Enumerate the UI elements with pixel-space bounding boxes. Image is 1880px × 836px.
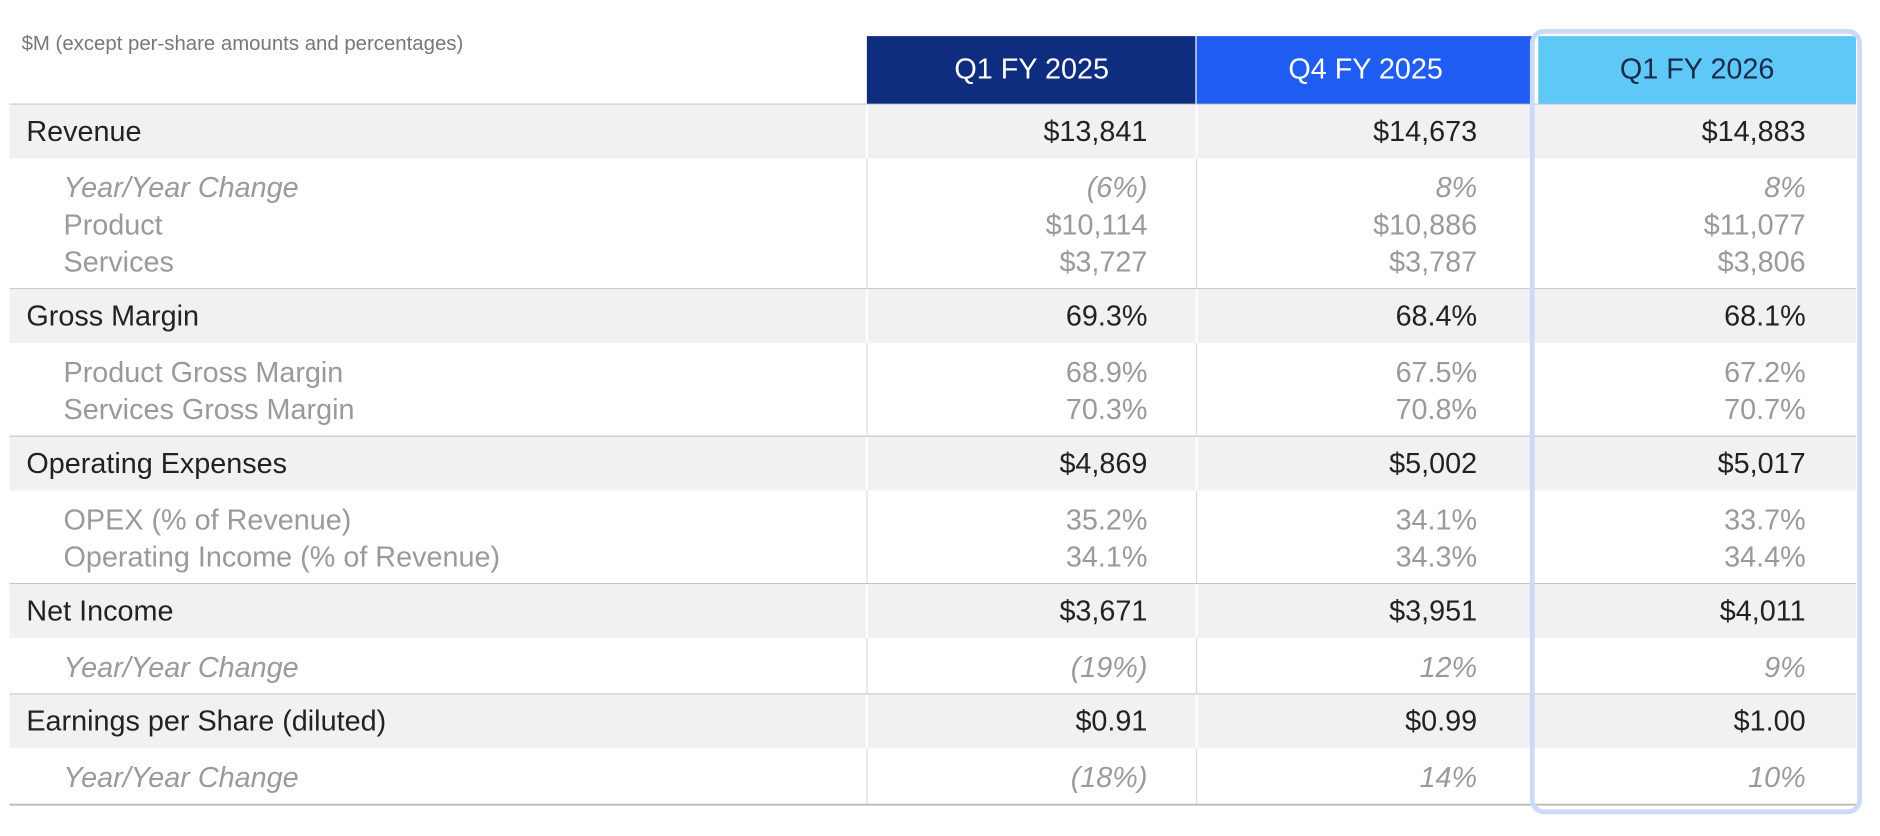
sub-cell-value: 67.2% xyxy=(1724,357,1806,389)
sub-cell-value: (18%) xyxy=(1071,762,1148,794)
sub-cell-value: (6%) xyxy=(1087,172,1148,204)
sub-row-label: Operating Income (% of Revenue) xyxy=(64,541,500,573)
sub-cell-value: 34.1% xyxy=(1066,541,1148,573)
cell-value: $3,951 xyxy=(1389,595,1477,627)
sub-row-label: Year/Year Change xyxy=(64,652,299,684)
sub-row-label: Year/Year Change xyxy=(64,762,299,794)
cell-value: $5,002 xyxy=(1389,448,1477,480)
main-row-bg xyxy=(9,584,1857,639)
sub-cell-value: $3,787 xyxy=(1389,247,1477,279)
sub-cell-value: $10,886 xyxy=(1373,209,1477,241)
sub-cell-value: $3,806 xyxy=(1718,247,1806,279)
sub-row-label: Year/Year Change xyxy=(64,172,299,204)
sub-cell-value: 8% xyxy=(1436,172,1478,204)
sub-cell-value: 68.9% xyxy=(1066,357,1148,389)
sub-cell-value: 70.7% xyxy=(1724,394,1806,426)
sub-cell-value: 9% xyxy=(1764,652,1806,684)
sub-cell-value: 70.3% xyxy=(1066,394,1148,426)
main-row-bg xyxy=(9,694,1857,749)
sub-cell-value: 34.4% xyxy=(1724,541,1806,573)
sub-cell-value: $11,077 xyxy=(1704,209,1806,241)
cell-value: 68.4% xyxy=(1396,300,1478,332)
sub-row-label: OPEX (% of Revenue) xyxy=(64,504,352,536)
column-header: Q4 FY 2025 xyxy=(1288,53,1443,85)
row-label: Earnings per Share (diluted) xyxy=(26,706,386,738)
column-header-bg xyxy=(1538,36,1857,105)
cell-value: $4,869 xyxy=(1059,448,1147,480)
sub-cell-value: 8% xyxy=(1764,172,1806,204)
row-label: Operating Expenses xyxy=(26,448,287,480)
sub-cell-value: 35.2% xyxy=(1066,504,1148,536)
row-label: Net Income xyxy=(26,595,173,627)
cell-value: $0.99 xyxy=(1405,706,1477,738)
row-label: Gross Margin xyxy=(26,300,199,332)
sub-row-label: Services Gross Margin xyxy=(64,394,355,426)
column-header-bg xyxy=(866,36,1196,105)
sub-row-label: Product Gross Margin xyxy=(64,357,344,389)
sub-row-label: Product xyxy=(64,209,163,241)
main-row-bg xyxy=(9,289,1857,344)
sub-cell-value: 10% xyxy=(1748,762,1806,794)
sub-cell-value: 67.5% xyxy=(1396,357,1478,389)
column-header-bg xyxy=(1196,36,1534,105)
cell-value: $0.91 xyxy=(1075,706,1147,738)
sub-cell-value: 14% xyxy=(1420,762,1478,794)
sub-cell-value: 33.7% xyxy=(1724,504,1806,536)
column-header: Q1 FY 2026 xyxy=(1620,53,1775,85)
row-label: Revenue xyxy=(26,116,141,148)
sub-cell-value: 70.8% xyxy=(1396,394,1478,426)
sub-cell-value: 34.1% xyxy=(1396,504,1478,536)
sub-cell-value: 12% xyxy=(1420,652,1478,684)
sub-row-label: Services xyxy=(64,247,174,279)
cell-value: 68.1% xyxy=(1724,300,1806,332)
cell-value: $5,017 xyxy=(1718,448,1806,480)
sub-cell-value: (19%) xyxy=(1071,652,1148,684)
highlight-frame xyxy=(1529,28,1863,815)
sub-cell-value: $3,727 xyxy=(1059,247,1147,279)
main-row-bg xyxy=(9,436,1857,491)
cell-value: $14,673 xyxy=(1373,116,1477,148)
cell-value: $3,671 xyxy=(1059,595,1147,627)
cell-value: $4,011 xyxy=(1720,595,1806,627)
main-row-bg xyxy=(9,104,1857,159)
column-header: Q1 FY 2025 xyxy=(954,53,1109,85)
sub-cell-value: 34.3% xyxy=(1396,541,1478,573)
cell-value: $14,883 xyxy=(1702,116,1806,148)
cell-value: $1.00 xyxy=(1734,706,1806,738)
cell-value: $13,841 xyxy=(1043,116,1147,148)
cell-value: 69.3% xyxy=(1066,300,1148,332)
note: $M (except per-share amounts and percent… xyxy=(22,33,464,55)
sub-cell-value: $10,114 xyxy=(1046,209,1148,241)
